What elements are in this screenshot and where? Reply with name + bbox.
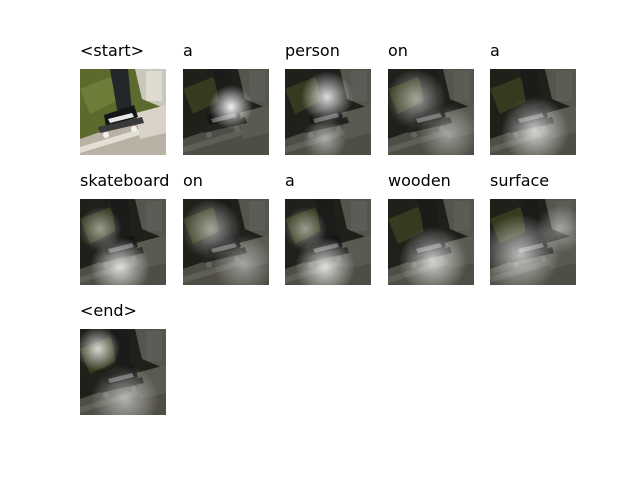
caption-word: <start>	[80, 42, 144, 60]
attention-map	[490, 69, 576, 155]
caption-word: <end>	[80, 302, 137, 320]
attention-map	[183, 69, 269, 155]
attention-map	[183, 199, 269, 285]
caption-word: a	[490, 42, 500, 60]
caption-word: skateboard	[80, 172, 169, 190]
caption-word: on	[388, 42, 408, 60]
source-photo	[80, 69, 166, 155]
attention-map	[285, 69, 371, 155]
caption-word: surface	[490, 172, 549, 190]
attention-map	[80, 199, 166, 285]
caption-word: wooden	[388, 172, 451, 190]
caption-word: a	[285, 172, 295, 190]
attention-map	[388, 69, 474, 155]
attention-map	[80, 329, 166, 415]
attention-map	[285, 199, 371, 285]
caption-word: person	[285, 42, 340, 60]
attention-map	[490, 199, 576, 285]
attention-map	[388, 199, 474, 285]
caption-word: on	[183, 172, 203, 190]
caption-word: a	[183, 42, 193, 60]
